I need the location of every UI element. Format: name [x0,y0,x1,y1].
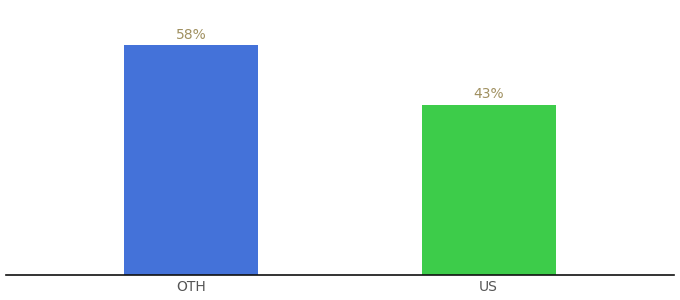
Text: 58%: 58% [176,28,207,42]
Text: 43%: 43% [473,87,504,101]
Bar [422,105,556,275]
Bar [124,45,258,275]
